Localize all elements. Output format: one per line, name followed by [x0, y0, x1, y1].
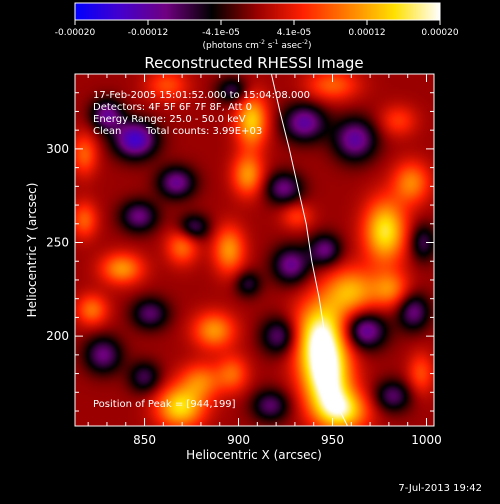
timestamp: 7-Jul-2013 19:42 — [398, 483, 482, 494]
colorbar: -0.00020 -0.00012 -4.1e-05 4.1e-05 0.00012 0.… — [55, 2, 459, 51]
y-axis-label: Heliocentric Y (arcsec) — [25, 183, 39, 318]
annotation-detectors: Detectors: 4F 5F 6F 7F 8F, Att 0 — [93, 102, 252, 113]
annotation-clean: Clean — [93, 126, 121, 137]
solar-limb-line — [270, 74, 348, 426]
colorbar-tick-label: -0.00012 — [128, 28, 168, 38]
y-tick-label: 250 — [46, 236, 69, 250]
heatmap-image — [75, 74, 434, 426]
x-tick-label: 900 — [227, 433, 250, 447]
plot-frame — [74, 73, 435, 427]
x-axis-label: Heliocentric X (arcsec) — [186, 448, 322, 462]
y-tick-label: 200 — [46, 329, 69, 343]
annotation-peak: Position of Peak = [944,199] — [93, 399, 236, 410]
x-tick-label: 850 — [133, 433, 156, 447]
x-tick-label: 1000 — [411, 433, 442, 447]
colorbar-tick-label: 4.1e-05 — [277, 28, 312, 38]
colorbar-gradient — [75, 3, 440, 20]
colorbar-units: (photons cm-2 s-1 asec-2) — [202, 39, 311, 51]
annotation-energy: Energy Range: 25.0 - 50.0 keV — [93, 114, 246, 125]
colorbar-tick-label: -0.00020 — [55, 28, 96, 38]
heatmap-region — [75, 74, 434, 426]
plot-annotations: 17-Feb-2005 15:01:52.000 to 15:04:08.000… — [93, 90, 310, 410]
chart-title: Reconstructed RHESSI Image — [144, 54, 363, 72]
y-axis: 200 250 300 — [46, 73, 434, 412]
y-tick-label: 300 — [46, 142, 69, 156]
colorbar-tick-label: -4.1e-05 — [202, 28, 240, 38]
x-axis: 850 900 950 1000 — [87, 74, 442, 447]
colorbar-tick-label: 0.00012 — [348, 28, 385, 38]
colorbar-frame — [74, 2, 441, 21]
annotation-counts: Total counts: 3.99E+03 — [145, 126, 262, 137]
annotation-time-range: 17-Feb-2005 15:01:52.000 to 15:04:08.000 — [93, 90, 310, 101]
colorbar-ticks: -0.00020 -0.00012 -4.1e-05 4.1e-05 0.00012 0.… — [55, 20, 459, 38]
x-tick-label: 950 — [321, 433, 344, 447]
colorbar-tick-label: 0.00020 — [421, 28, 458, 38]
